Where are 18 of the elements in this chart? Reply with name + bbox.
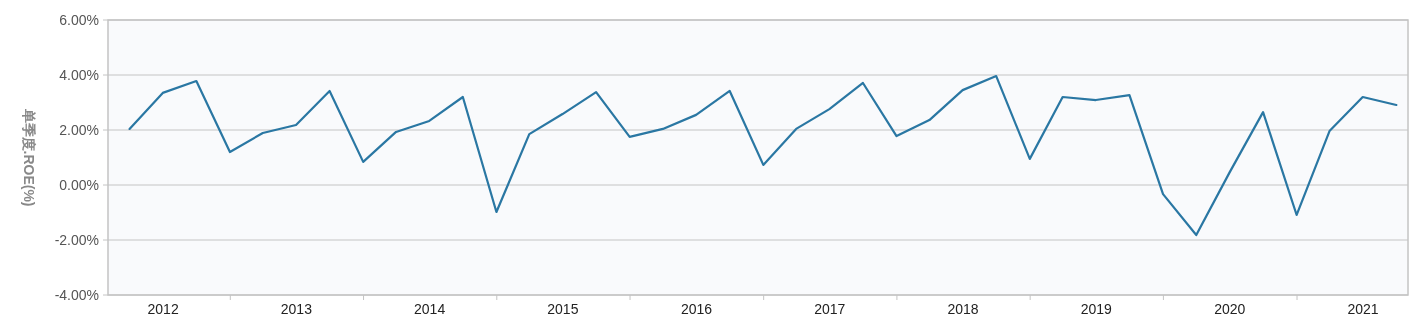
x-tick-label: 2015 <box>547 301 579 317</box>
x-tick-label: 2019 <box>1080 301 1113 317</box>
y-tick-label: -2.00% <box>54 232 99 248</box>
y-tick-label: -4.00% <box>54 287 99 303</box>
y-tick-label: 0.00% <box>59 177 99 193</box>
x-tick-label: 2016 <box>680 301 713 317</box>
line-series <box>128 75 1398 237</box>
x-tick-label: 2018 <box>947 301 979 317</box>
x-tick-label: 2012 <box>147 301 179 317</box>
x-tick-label: 2014 <box>414 301 446 317</box>
y-tick-label: 2.00% <box>59 122 99 138</box>
x-tick-label: 2020 <box>1214 301 1246 317</box>
y-axis-title: 单季度.ROE(%) <box>21 107 37 207</box>
x-tick-label: 2021 <box>1347 301 1379 317</box>
x-tick-label: 2013 <box>280 301 313 317</box>
x-tick-label: 2017 <box>814 301 846 317</box>
y-tick-label: 6.00% <box>59 12 99 28</box>
y-tick-label: 4.00% <box>59 67 99 83</box>
